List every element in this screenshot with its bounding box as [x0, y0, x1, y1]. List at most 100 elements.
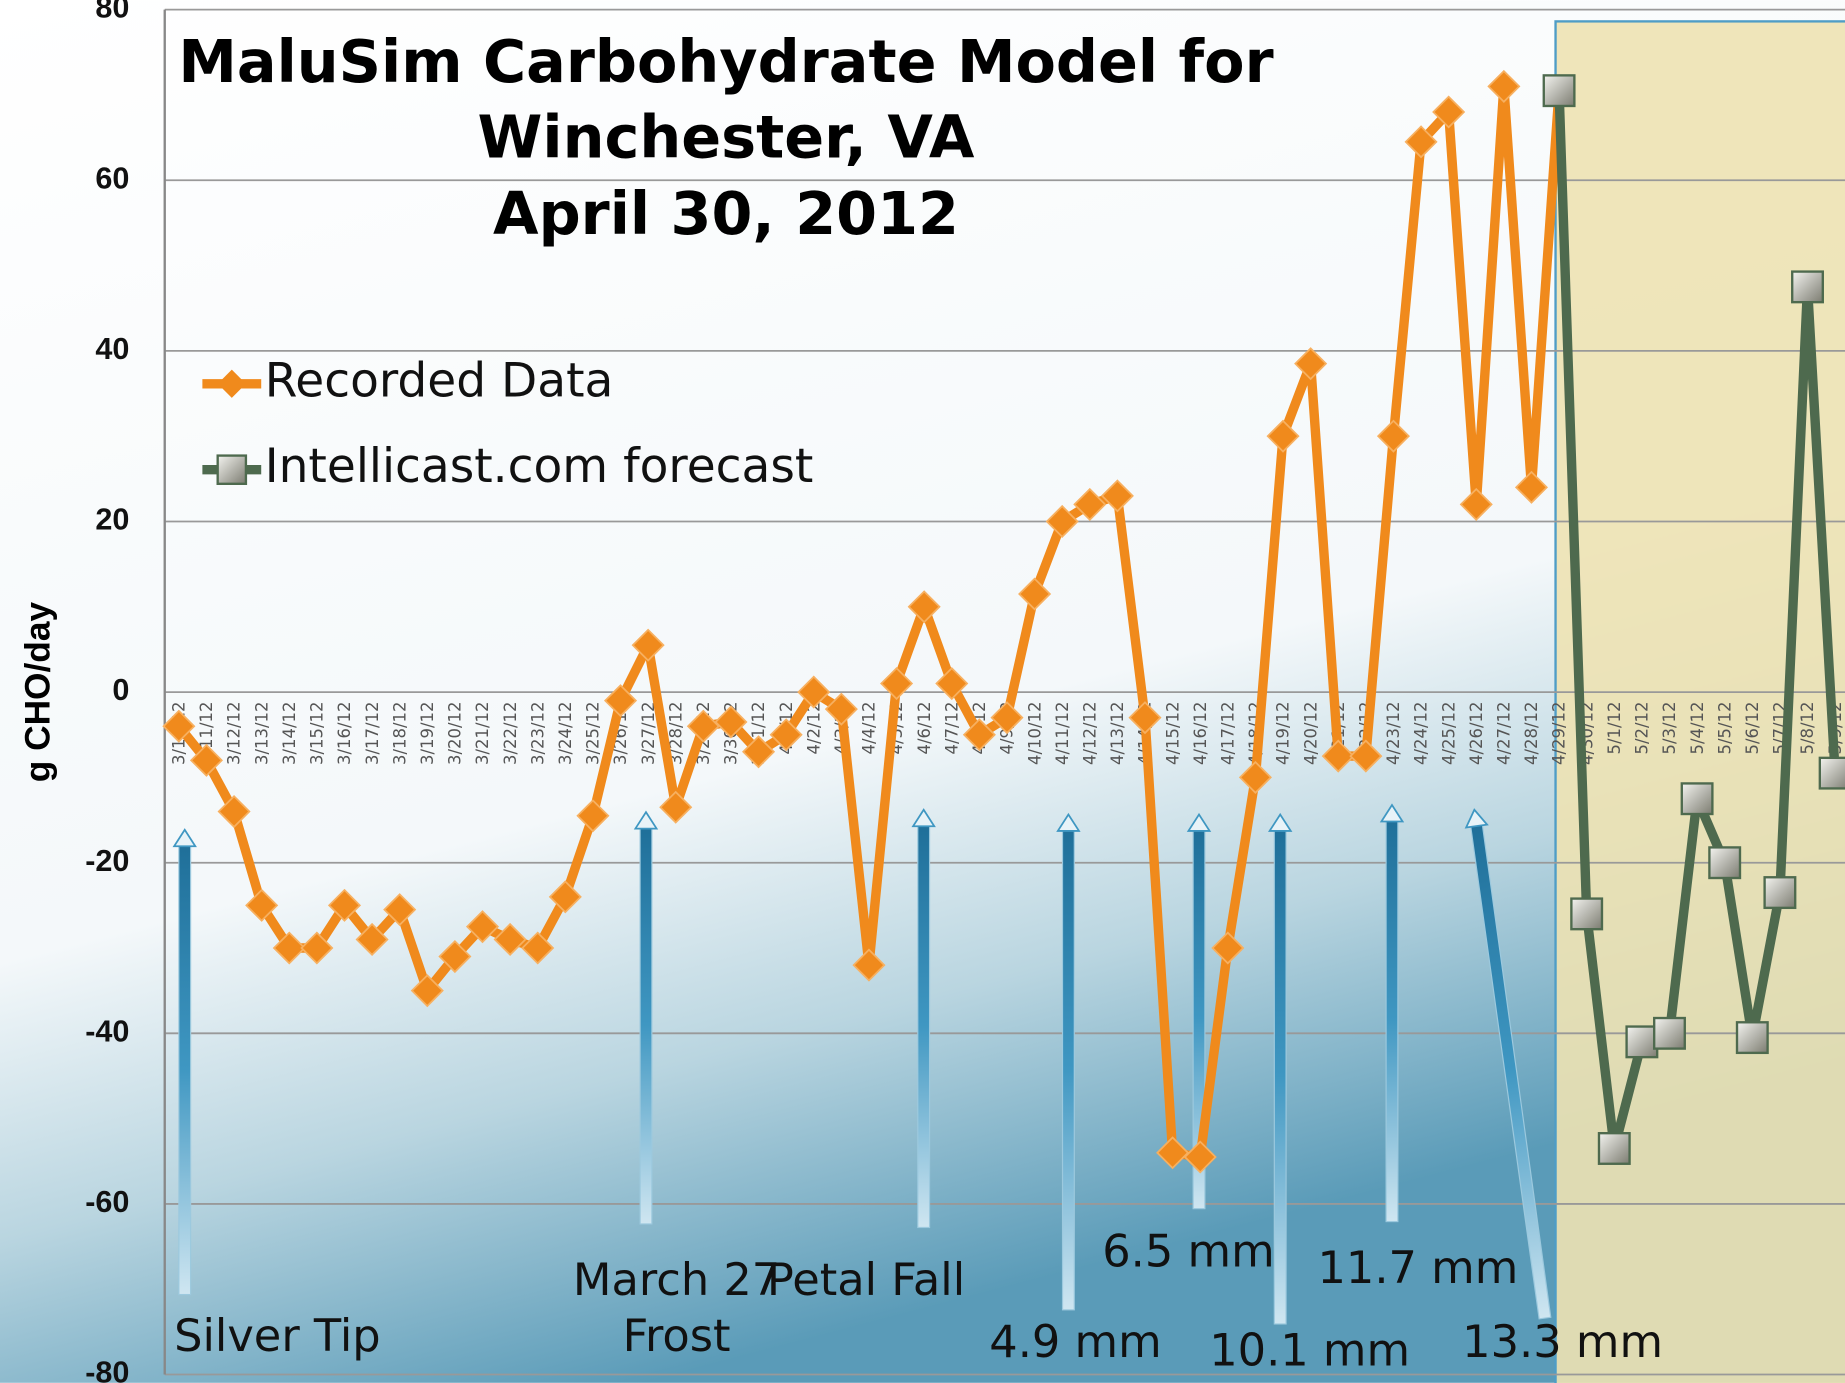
x-tick-label: 4/12/12: [1080, 702, 1099, 766]
arrow-head: [633, 810, 659, 830]
x-tick-label: 4/10/12: [1025, 702, 1044, 766]
arrow-head: [1379, 803, 1405, 823]
y-tick-label: -40: [85, 1014, 129, 1048]
data-point: [1653, 1016, 1686, 1050]
data-point: [410, 974, 444, 1008]
arrow-head: [172, 828, 197, 848]
y-tick-label: 60: [95, 161, 129, 195]
data-point: [245, 888, 279, 922]
arrow-head: [911, 808, 936, 828]
data-point: [686, 709, 720, 743]
annotation: Frost: [623, 1309, 731, 1362]
y-tick-label: -20: [85, 844, 129, 878]
y-tick-label: 80: [95, 0, 129, 25]
annotation: 13.3 mm: [1462, 1315, 1663, 1368]
y-axis-label: g CHO/day: [18, 602, 57, 783]
annotation-arrow: [1379, 803, 1405, 1223]
data-point: [797, 675, 831, 709]
x-tick-label: 4/11/12: [1053, 702, 1072, 766]
x-tick-label: 5/5/12: [1715, 702, 1734, 755]
x-tick-label: 3/14/12: [280, 702, 299, 766]
annotation-arrow: [1267, 812, 1293, 1325]
x-tick-label: 4/17/12: [1218, 702, 1237, 766]
data-point: [1514, 470, 1549, 504]
arrow-shaft: [639, 825, 653, 1225]
legend-marker: [217, 369, 246, 398]
arrow-shaft: [178, 843, 192, 1296]
x-tick-label: 4/13/12: [1108, 702, 1127, 766]
annotation-arrow: [172, 828, 197, 1296]
x-tick-label: 5/6/12: [1743, 702, 1762, 755]
data-point: [1073, 487, 1107, 521]
data-point: [1128, 701, 1162, 735]
data-point: [1183, 1140, 1217, 1174]
data-point: [272, 931, 306, 965]
x-tick-label: 3/27/12: [639, 702, 658, 766]
annotation: 11.7 mm: [1317, 1241, 1518, 1294]
annotation: March 27: [573, 1253, 780, 1306]
x-tick-label: 3/23/12: [528, 702, 547, 766]
x-tick-label: 4/20/12: [1301, 702, 1320, 766]
x-tick-label: 4/19/12: [1274, 702, 1293, 766]
x-tick-label: 4/15/12: [1163, 702, 1182, 766]
x-tick-label: 5/8/12: [1798, 702, 1817, 755]
x-tick-label: 3/15/12: [308, 702, 327, 766]
annotation: 10.1 mm: [1209, 1323, 1410, 1376]
data-point: [383, 893, 417, 927]
x-tick-label: 3/19/12: [418, 702, 437, 766]
x-tick-label: 3/25/12: [584, 702, 603, 766]
data-point: [576, 799, 610, 833]
annotation: Petal Fall: [767, 1253, 965, 1306]
arrow-head: [1186, 812, 1212, 832]
arrow-shaft: [917, 823, 931, 1229]
data-point: [990, 701, 1024, 735]
data-point: [852, 948, 886, 982]
data-point: [1376, 419, 1410, 453]
arrow-shaft: [1385, 818, 1399, 1223]
x-tick-label: 5/1/12: [1605, 702, 1624, 755]
data-point: [1791, 270, 1824, 304]
data-point: [1266, 419, 1300, 453]
annotation-arrow: [1056, 812, 1081, 1311]
x-tick-label: 5/4/12: [1688, 702, 1707, 755]
legend-label: Recorded Data: [265, 353, 614, 408]
data-point: [769, 718, 803, 752]
data-point: [1735, 1021, 1769, 1055]
data-point: [1763, 876, 1797, 910]
data-point: [300, 931, 334, 965]
x-tick-label: 3/12/12: [225, 702, 244, 766]
data-point: [659, 790, 693, 824]
data-point: [824, 692, 858, 726]
data-point: [962, 718, 996, 752]
y-tick-label: 20: [95, 503, 129, 537]
x-tick-label: 3/16/12: [335, 702, 354, 766]
data-point: [1432, 95, 1466, 129]
arrow-shaft: [1061, 827, 1075, 1311]
y-tick-label: -60: [85, 1185, 129, 1219]
data-point: [935, 667, 969, 701]
data-point: [493, 922, 527, 957]
data-point: [1018, 577, 1052, 611]
data-point: [1570, 897, 1604, 931]
data-point: [1708, 846, 1742, 880]
data-point: [465, 910, 500, 944]
data-point: [714, 705, 748, 739]
data-point: [1680, 782, 1714, 816]
data-point: [438, 939, 472, 974]
data-point: [327, 888, 362, 922]
x-tick-label: 4/6/12: [915, 702, 934, 755]
arrow-head: [1464, 808, 1489, 829]
data-point: [1156, 1136, 1190, 1170]
x-tick-label: 4/26/12: [1467, 702, 1486, 766]
chart-title: Winchester, VA: [478, 103, 975, 172]
x-tick-label: 3/17/12: [363, 702, 382, 766]
data-point: [1597, 1132, 1631, 1165]
data-point: [1294, 347, 1328, 381]
data-point: [521, 931, 555, 965]
data-point: [355, 922, 389, 957]
data-point: [162, 709, 196, 743]
annotation-arrow: [633, 810, 659, 1225]
y-tick-label: 0: [112, 673, 129, 707]
x-tick-label: 3/13/12: [252, 702, 271, 766]
